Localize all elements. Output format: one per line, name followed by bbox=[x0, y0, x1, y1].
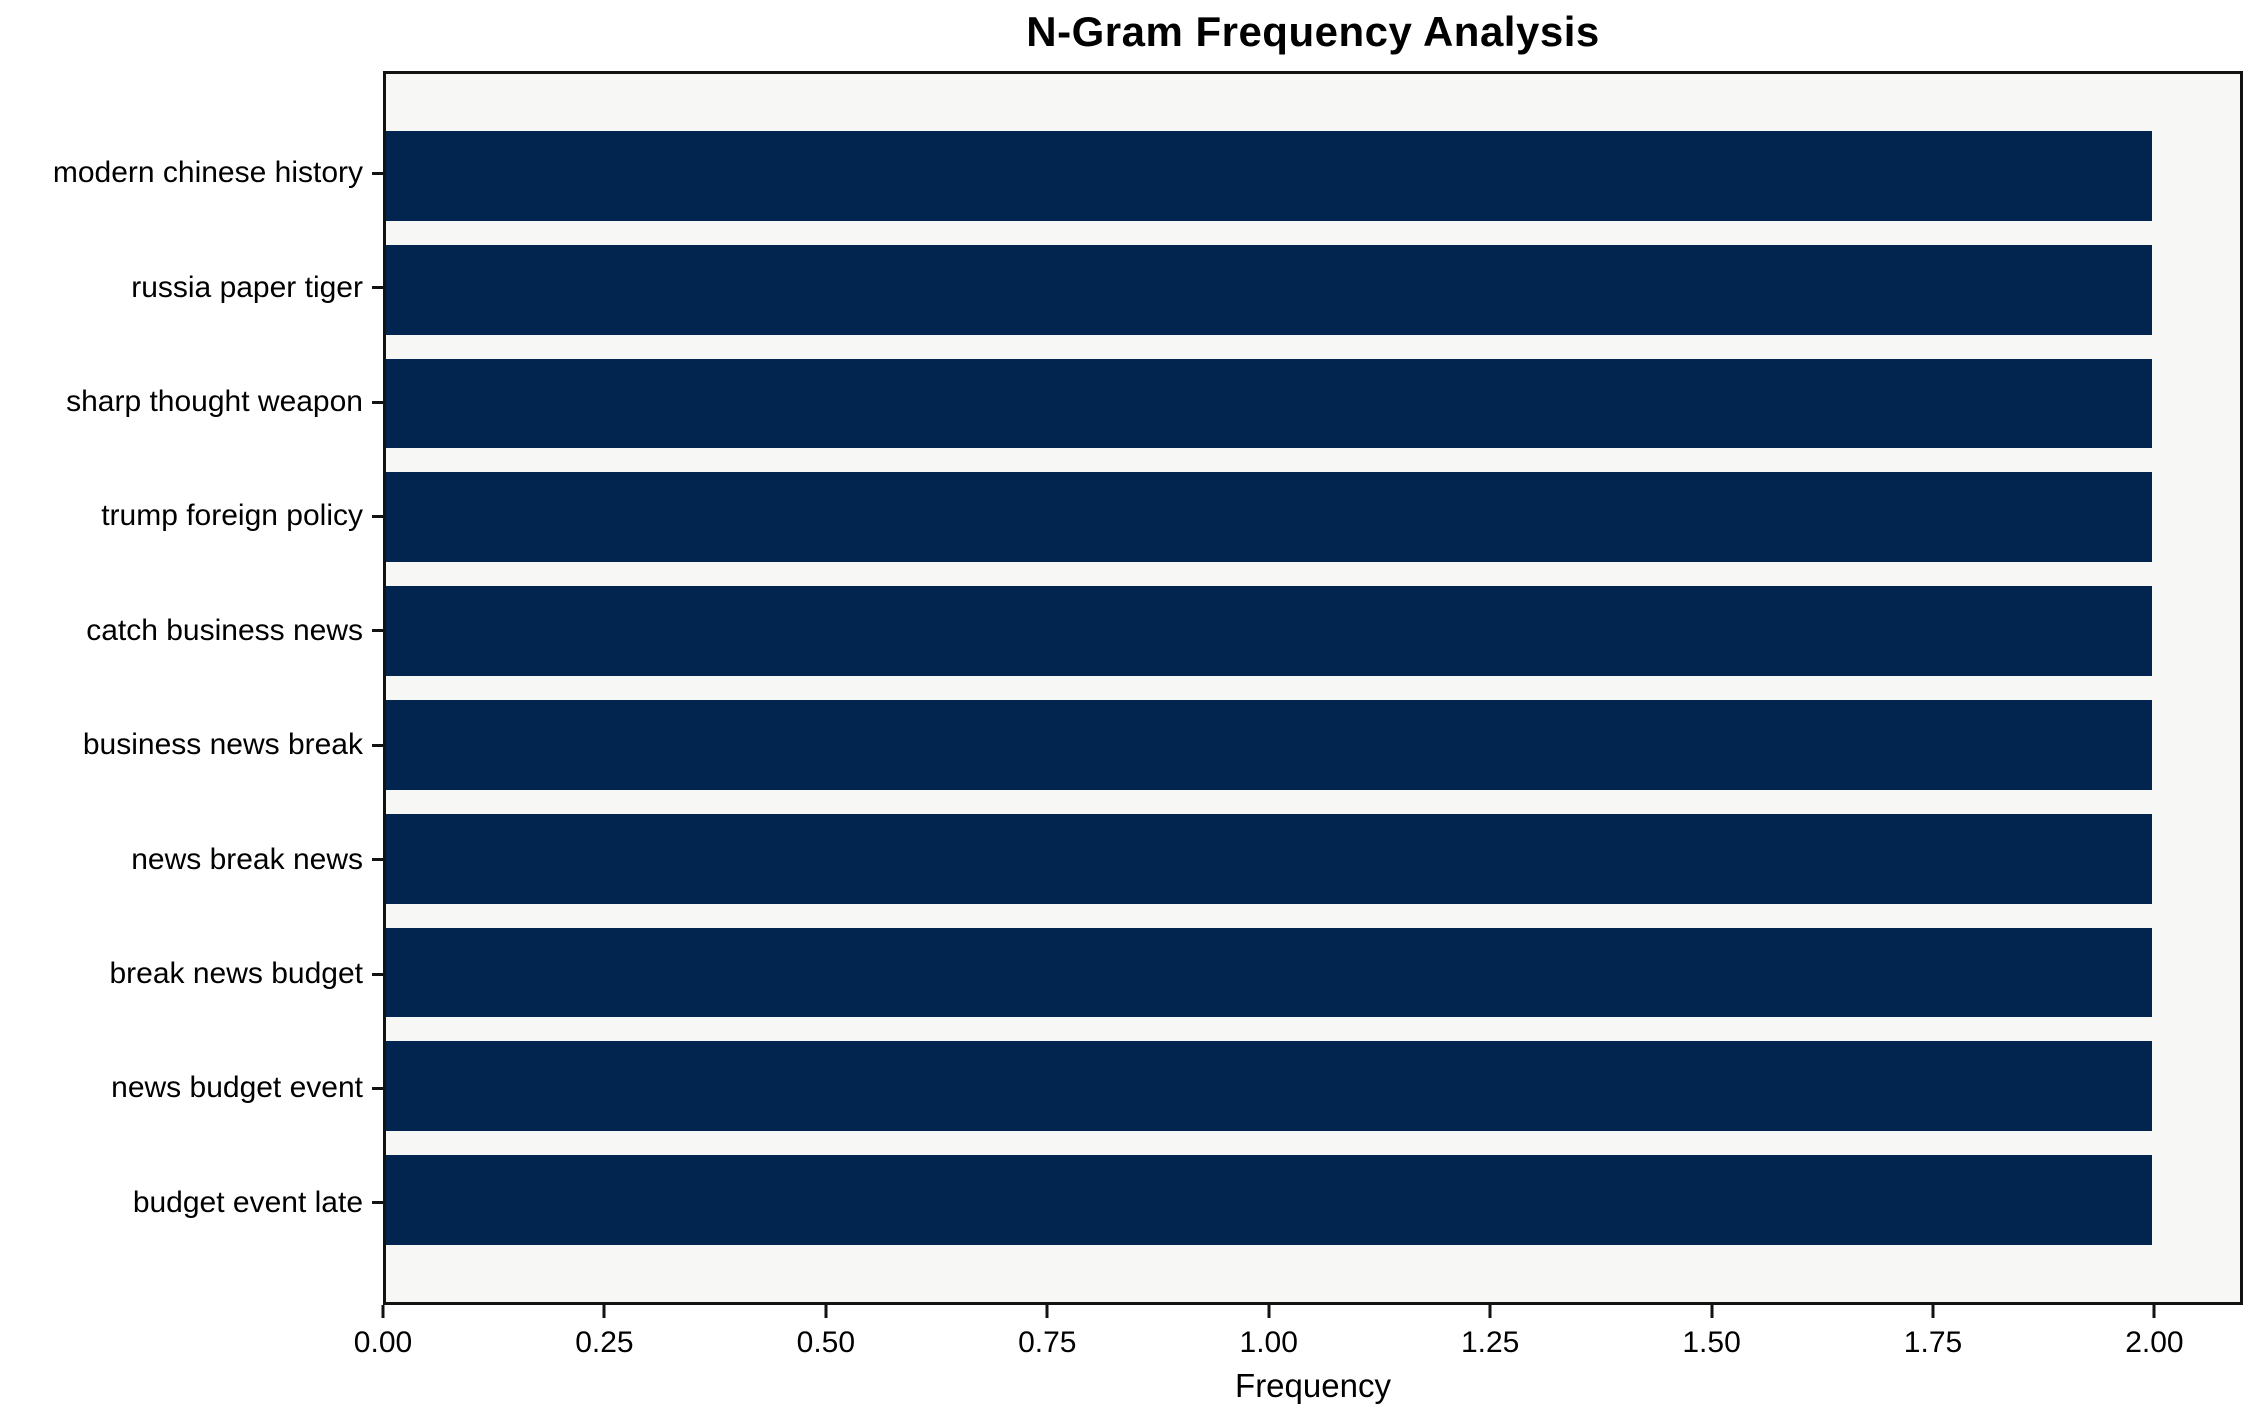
x-tick-mark bbox=[1710, 1305, 1714, 1318]
x-tick-label: 0.75 bbox=[1018, 1326, 1077, 1359]
y-label-row: news budget event bbox=[0, 1031, 383, 1145]
x-tick-label: 0.00 bbox=[353, 1326, 413, 1359]
bar-row bbox=[386, 802, 2240, 916]
y-label-row: russia paper tiger bbox=[0, 230, 383, 344]
bar bbox=[386, 927, 2152, 1018]
y-tick-label: business news break bbox=[82, 728, 363, 762]
y-tick-mark bbox=[372, 286, 383, 290]
y-label-row: break news budget bbox=[0, 917, 383, 1031]
x-tick-mark bbox=[824, 1305, 828, 1318]
y-tick-label: news budget event bbox=[111, 1071, 363, 1105]
x-tick-mark bbox=[2152, 1305, 2156, 1318]
x-tick-label: 1.25 bbox=[1460, 1326, 1520, 1359]
x-tick-mark bbox=[1488, 1305, 1492, 1318]
bar bbox=[386, 358, 2152, 449]
bar-row bbox=[386, 916, 2240, 1030]
y-tick-mark bbox=[372, 1201, 383, 1205]
y-tick-label: modern chinese history bbox=[52, 156, 363, 190]
x-axis-title: Frequency bbox=[1235, 1367, 1391, 1404]
bar-row bbox=[386, 460, 2240, 574]
y-label-row: sharp thought weapon bbox=[0, 345, 383, 459]
x-tick-label: 1.50 bbox=[1682, 1326, 1741, 1359]
plot-area bbox=[383, 71, 2243, 1305]
y-tick-label: budget event late bbox=[132, 1185, 363, 1219]
y-label-row: budget event late bbox=[0, 1146, 383, 1260]
y-tick-mark bbox=[372, 400, 383, 404]
y-label-row: trump foreign policy bbox=[0, 459, 383, 573]
bar-row bbox=[386, 119, 2240, 233]
bar bbox=[386, 130, 2152, 221]
bar-row bbox=[386, 347, 2240, 461]
bar-row bbox=[386, 1029, 2240, 1143]
y-tick-mark bbox=[372, 514, 383, 518]
y-tick-mark bbox=[372, 171, 383, 175]
x-tick-mark bbox=[602, 1305, 606, 1318]
y-tick-label: russia paper tiger bbox=[131, 270, 363, 304]
y-label-row: catch business news bbox=[0, 574, 383, 688]
y-tick-mark bbox=[372, 743, 383, 747]
bar bbox=[386, 244, 2152, 335]
y-tick-label: break news budget bbox=[109, 957, 363, 991]
y-tick-mark bbox=[372, 1086, 383, 1090]
y-tick-mark bbox=[372, 858, 383, 862]
bar-row bbox=[386, 233, 2240, 347]
x-tick-label: 0.50 bbox=[796, 1326, 856, 1359]
x-tick-mark bbox=[1931, 1305, 1935, 1318]
chart-title: N-Gram Frequency Analysis bbox=[1026, 8, 1600, 55]
bar bbox=[386, 586, 2152, 677]
x-tick-label: 1.75 bbox=[1903, 1326, 1963, 1359]
x-tick-mark bbox=[1267, 1305, 1271, 1318]
y-label-row: modern chinese history bbox=[0, 116, 383, 230]
x-tick-label: 1.00 bbox=[1239, 1326, 1298, 1359]
bar bbox=[386, 472, 2152, 563]
x-tick-label: 0.25 bbox=[575, 1326, 634, 1359]
bar bbox=[386, 813, 2152, 904]
bar bbox=[386, 1041, 2152, 1132]
y-label-row: business news break bbox=[0, 688, 383, 802]
x-axis: 0.00 0.25 0.50 0.75 1.00 1.25 1.50 1.75 2.00 bbox=[354, 1305, 2243, 1415]
y-axis-labels: modern chinese history russia paper tiger… bbox=[0, 71, 383, 1305]
bar-row bbox=[386, 574, 2240, 688]
bar bbox=[386, 1155, 2152, 1246]
bar-row bbox=[386, 688, 2240, 802]
x-tick-mark bbox=[1045, 1305, 1049, 1318]
y-tick-mark bbox=[372, 972, 383, 976]
y-tick-label: sharp thought weapon bbox=[66, 385, 363, 419]
x-tick-label: 2.00 bbox=[2125, 1326, 2184, 1359]
bar bbox=[386, 699, 2152, 790]
y-tick-label: catch business news bbox=[86, 613, 363, 647]
y-tick-label: news break news bbox=[131, 842, 363, 876]
bar-row bbox=[386, 1143, 2240, 1257]
y-tick-label: trump foreign policy bbox=[101, 499, 363, 533]
x-tick-mark bbox=[381, 1305, 385, 1318]
y-label-row: news break news bbox=[0, 802, 383, 916]
y-tick-mark bbox=[372, 629, 383, 633]
